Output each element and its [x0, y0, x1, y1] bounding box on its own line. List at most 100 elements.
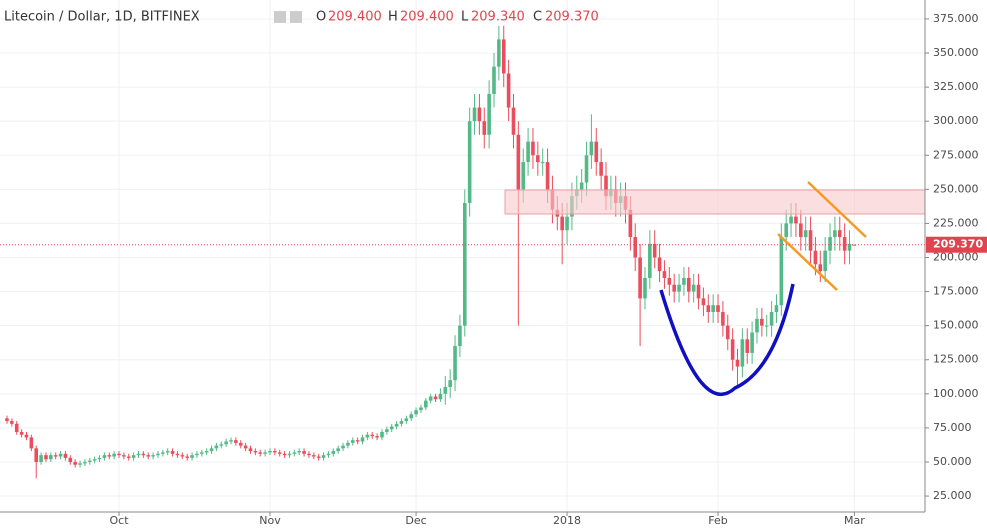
y-tick-label: 50.000: [933, 455, 972, 468]
candle-body: [453, 346, 457, 381]
candle-body: [73, 461, 77, 465]
candle-body: [253, 451, 258, 453]
candle-body: [808, 230, 813, 251]
candle-body: [292, 452, 297, 454]
candle-body: [78, 463, 82, 465]
candle-body: [540, 162, 545, 164]
icon[interactable]: [274, 11, 286, 23]
candle-body: [5, 418, 9, 422]
candle-body: [501, 39, 506, 74]
candle-body: [716, 305, 720, 313]
candle-body: [97, 457, 102, 460]
candle-body: [326, 453, 331, 456]
candle-body: [487, 93, 491, 135]
candle-body: [156, 453, 160, 456]
candle-body: [799, 223, 803, 238]
candle-body: [492, 66, 496, 94]
candle-body: [521, 162, 526, 190]
candle-body: [209, 448, 214, 452]
candle-body: [497, 39, 501, 67]
candle-body: [565, 216, 569, 231]
candle-body: [258, 452, 263, 454]
candle-body: [545, 162, 550, 190]
candle-body: [175, 453, 180, 456]
y-tick-label: 25.000: [933, 489, 972, 502]
candle-body: [769, 312, 774, 326]
candle-body: [282, 453, 287, 456]
candle-body: [350, 440, 355, 443]
candle-body: [628, 209, 633, 238]
candle-body: [19, 431, 24, 435]
candle-body: [433, 396, 438, 400]
candle-body: [847, 243, 852, 251]
y-tick-label: 275.000: [933, 148, 979, 161]
last-price-label: 209.370: [933, 238, 983, 251]
candle-body: [389, 426, 394, 430]
candle-body: [584, 155, 589, 183]
candle-body: [355, 440, 360, 442]
candle-body: [711, 305, 715, 313]
candle-body: [136, 453, 141, 456]
candle-body: [652, 243, 657, 258]
candle-body: [828, 237, 832, 251]
candle-body: [458, 325, 462, 347]
candle-body: [165, 451, 170, 453]
candle-body: [662, 271, 667, 278]
candle-body: [560, 216, 564, 231]
candle-body: [472, 107, 477, 122]
candle-body: [599, 162, 603, 176]
candle-body: [409, 414, 414, 419]
resistance-zone: [504, 189, 926, 215]
candle-body: [346, 442, 350, 446]
candle-body: [774, 305, 779, 313]
candle-body: [750, 332, 754, 353]
candle-body: [784, 223, 788, 238]
candle-body: [721, 312, 725, 326]
candle-body: [667, 277, 672, 285]
candle-body: [833, 230, 837, 238]
icon[interactable]: [290, 11, 302, 23]
candle-body: [789, 216, 793, 224]
candle-body: [443, 386, 448, 394]
candle-body: [234, 440, 238, 443]
ohlc-value: 209.400: [328, 10, 382, 25]
candle-body: [419, 407, 423, 411]
candle-body: [385, 429, 389, 432]
candle-body: [375, 436, 379, 438]
candle-body: [482, 121, 487, 135]
symbol: Litecoin / Dollar, 1D, BITFINEX: [4, 10, 200, 25]
ohlc-value: 209.400: [400, 10, 454, 25]
candle-body: [760, 318, 764, 326]
channel-line: [807, 181, 867, 238]
candle-body: [794, 216, 798, 224]
candle-body: [682, 277, 686, 285]
candle-body: [657, 257, 662, 272]
candle-body: [764, 325, 769, 327]
y-tick-label: 375.000: [933, 12, 979, 25]
candle-body: [58, 453, 63, 457]
candle-body: [277, 452, 282, 454]
candle-body: [370, 434, 375, 437]
candle-body: [248, 448, 253, 452]
candle-body: [467, 121, 472, 203]
candle-body: [701, 298, 706, 306]
candle-body: [803, 230, 808, 238]
candle-body: [360, 437, 365, 442]
candle-body: [399, 421, 404, 424]
candle-body: [531, 141, 535, 156]
candle-body: [745, 339, 750, 353]
candle-body: [39, 455, 43, 462]
candle-body: [219, 444, 224, 446]
y-tick-label: 125.000: [933, 353, 979, 366]
candle-body: [312, 455, 316, 457]
x-tick-label: Mar: [844, 514, 865, 527]
ohlc-key: C: [533, 10, 542, 25]
candle-body: [511, 107, 516, 135]
candle-body: [195, 453, 199, 456]
candle-body: [87, 460, 92, 462]
x-tick-label: Nov: [259, 514, 281, 527]
candle-body: [161, 452, 165, 454]
y-tick-label: 300.000: [933, 114, 979, 127]
candle-body: [122, 455, 126, 457]
x-tick-label: 2018: [553, 514, 581, 527]
